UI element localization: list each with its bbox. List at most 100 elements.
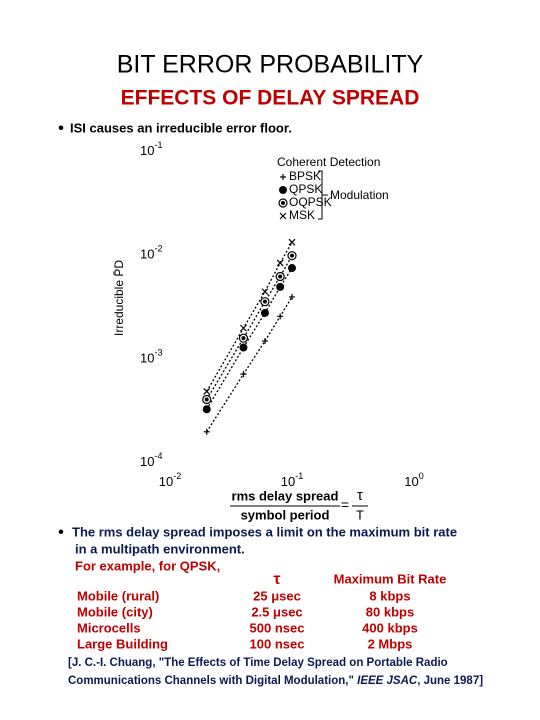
legend-label: BPSK	[289, 169, 321, 183]
table-cell: Microcells	[77, 620, 141, 635]
table-cell: Mobile (city)	[77, 604, 153, 619]
y-axis-label: Irreducible P̄D	[112, 260, 126, 336]
table-cell: 25 μsec	[253, 588, 301, 603]
legend-label: OQPSK	[289, 195, 332, 209]
marker-part	[277, 313, 284, 320]
bullet-dot: •	[58, 118, 64, 137]
marker	[288, 238, 296, 246]
legend-title: Coherent Detection	[277, 155, 380, 169]
y-tick-label: 10-2	[140, 244, 162, 262]
marker	[260, 308, 269, 317]
marker	[202, 405, 211, 414]
table-header: τ	[273, 571, 280, 588]
x-tick-label: 10-1	[281, 471, 303, 489]
table: τ Maximum Bit Rate Mobile (rural) 25 μsec 8 …	[77, 571, 446, 651]
marker-part	[203, 428, 210, 435]
x-tick-label: 100	[404, 471, 423, 489]
subtitle: EFFECTS OF DELAY SPREAD	[121, 87, 420, 110]
x-axis-label: τ	[357, 487, 363, 504]
marker-part	[280, 174, 286, 180]
marker	[260, 297, 270, 307]
marker	[240, 371, 247, 378]
legend-label: QPSK	[289, 182, 322, 196]
marker-part	[240, 324, 247, 332]
x-axis-label: =	[341, 497, 349, 513]
citation-part: Communications Channels with Digital Mod…	[68, 675, 357, 687]
title: BIT ERROR PROBABILITY	[117, 51, 424, 79]
table-cell: 8 kbps	[369, 588, 410, 603]
marker-part	[202, 405, 211, 414]
table-cell: 80 kbps	[366, 604, 414, 619]
marker-part	[289, 293, 295, 300]
marker	[238, 333, 249, 343]
marker-part	[279, 212, 287, 220]
bullet-text: The rms delay spread imposes a limit on …	[72, 524, 457, 539]
bullet-dot: •	[58, 522, 64, 541]
example-text: For example, for QPSK,	[75, 558, 220, 573]
table-cell: 400 kbps	[362, 620, 418, 635]
citation: [J. C.-I. Chuang, "The Effects of Time D…	[68, 657, 448, 669]
marker	[203, 388, 211, 395]
marker	[276, 259, 284, 267]
x-tick-label: 10-2	[159, 471, 181, 489]
marker	[279, 186, 287, 194]
marker	[275, 271, 285, 282]
marker-part	[279, 186, 287, 194]
marker	[288, 264, 296, 273]
marker	[240, 324, 247, 332]
marker	[280, 174, 286, 180]
marker-part	[276, 282, 285, 291]
marker-part	[261, 338, 268, 345]
legend-bracket	[318, 170, 328, 220]
x-axis-label: T	[356, 507, 364, 522]
table-cell: Large Building	[77, 636, 168, 651]
marker	[278, 198, 288, 208]
marker	[261, 288, 269, 296]
x-axis-label: symbol period	[241, 507, 330, 522]
series-line	[206, 241, 293, 392]
marker-part	[288, 238, 296, 246]
marker-part	[281, 201, 285, 205]
marker	[203, 428, 210, 435]
marker-part	[204, 397, 209, 402]
chart: 10-4 10-3 10-2 10-1 10-2 10-1 100 Irreducible P…	[112, 140, 424, 522]
legend-group-label: Modulation	[330, 188, 389, 202]
x-axis-label: rms delay spread	[232, 488, 339, 503]
bullet-text: in a multipath environment.	[75, 541, 245, 556]
citation: Communications Channels with Digital Mod…	[68, 675, 483, 687]
marker	[239, 343, 248, 352]
marker-part	[240, 371, 247, 378]
marker	[277, 313, 284, 320]
marker-part	[241, 336, 246, 341]
marker-part	[203, 388, 211, 395]
table-cell: 500 nsec	[250, 620, 305, 635]
marker	[261, 338, 268, 345]
marker-part	[260, 308, 269, 317]
marker-part	[290, 253, 294, 258]
marker-part	[262, 299, 267, 304]
marker	[287, 251, 297, 261]
citation-part: , June 1987]	[417, 675, 483, 687]
y-tick-label: 10-4	[140, 451, 162, 469]
y-tick-label: 10-1	[140, 140, 162, 158]
y-tick-label: 10-3	[140, 348, 162, 366]
marker	[276, 282, 285, 291]
marker	[202, 394, 212, 405]
bullet-text: ISI causes an irreducible error floor.	[70, 120, 292, 135]
citation-part: IEEE JSAC	[357, 675, 418, 687]
marker-part	[261, 288, 269, 296]
marker-part	[288, 264, 296, 273]
table-cell: 2.5 μsec	[251, 604, 302, 619]
table-cell: 100 nsec	[250, 636, 305, 651]
marker-part	[239, 343, 248, 352]
table-cell: 2 Mbps	[368, 636, 413, 651]
marker	[289, 293, 295, 300]
marker-part	[276, 259, 284, 267]
table-header: Maximum Bit Rate	[334, 571, 447, 586]
series-line	[206, 296, 293, 433]
marker-part	[278, 274, 283, 279]
legend-label: MSK	[289, 208, 315, 222]
table-cell: Mobile (rural)	[77, 588, 159, 603]
marker	[279, 212, 287, 220]
